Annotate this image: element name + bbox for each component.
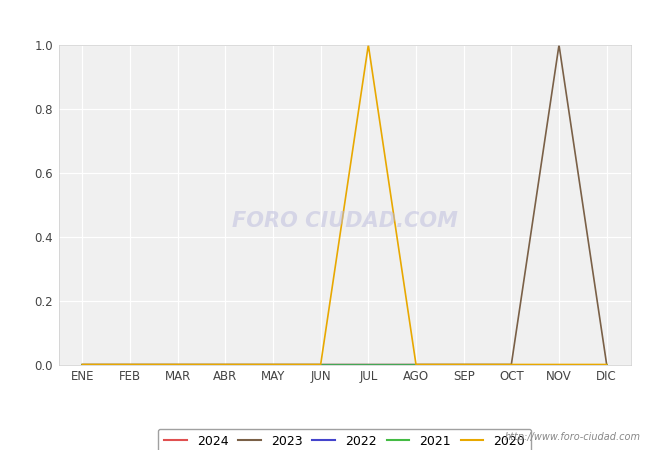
Legend: 2024, 2023, 2022, 2021, 2020: 2024, 2023, 2022, 2021, 2020 [158, 428, 531, 450]
Text: Matriculaciones de Vehiculos en Mengamuñoz: Matriculaciones de Vehiculos en Mengamuñ… [117, 9, 533, 27]
Text: http://www.foro-ciudad.com: http://www.foro-ciudad.com [504, 432, 640, 442]
Text: FORO CIUDAD.COM: FORO CIUDAD.COM [231, 211, 458, 231]
